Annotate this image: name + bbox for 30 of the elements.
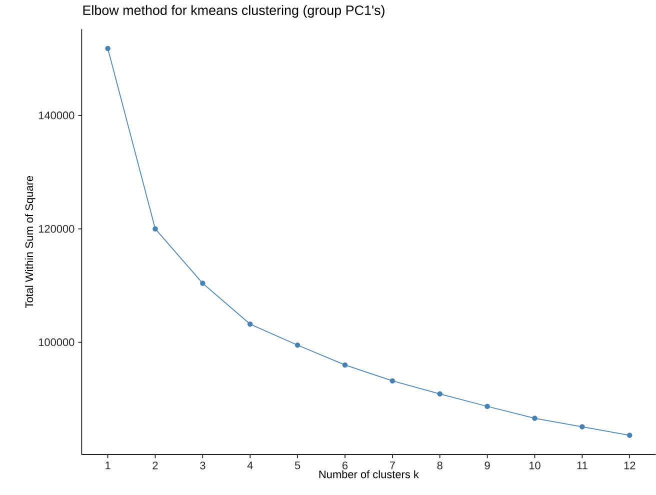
x-tick-label: 5 [294, 462, 300, 470]
point [437, 391, 443, 397]
point [342, 362, 348, 368]
x-tick-label: 12 [624, 462, 636, 470]
point [247, 321, 253, 327]
x-tick-label: 10 [529, 462, 540, 470]
chart-title: Elbow method for kmeans clustering (group PC1's) [83, 5, 384, 18]
x-tick-label: 3 [200, 462, 206, 470]
x-tick-label: 4 [247, 462, 253, 470]
point [532, 416, 538, 421]
x-tick-label: 11 [577, 462, 588, 470]
point [200, 280, 206, 286]
y-tick-label: 120000 [38, 224, 74, 233]
point [105, 46, 110, 52]
x-tick-label: 1 [106, 462, 110, 470]
y-tick-label: 100000 [38, 338, 74, 346]
point [294, 342, 300, 348]
point [484, 404, 490, 410]
point [580, 424, 585, 430]
point [152, 226, 158, 232]
x-tick-label: 8 [437, 462, 442, 470]
point [390, 378, 396, 384]
x-tick-label: 9 [484, 462, 490, 470]
x-axis-title: Number of clusters k [319, 470, 419, 478]
x-tick-label: 2 [152, 462, 158, 470]
y-axis-title: Total Within Sum of Square [25, 176, 36, 308]
point [626, 432, 632, 438]
y-tick-label: 140000 [38, 112, 74, 120]
x-tick-label: 6 [342, 462, 348, 470]
x-tick-label: 7 [390, 462, 395, 470]
